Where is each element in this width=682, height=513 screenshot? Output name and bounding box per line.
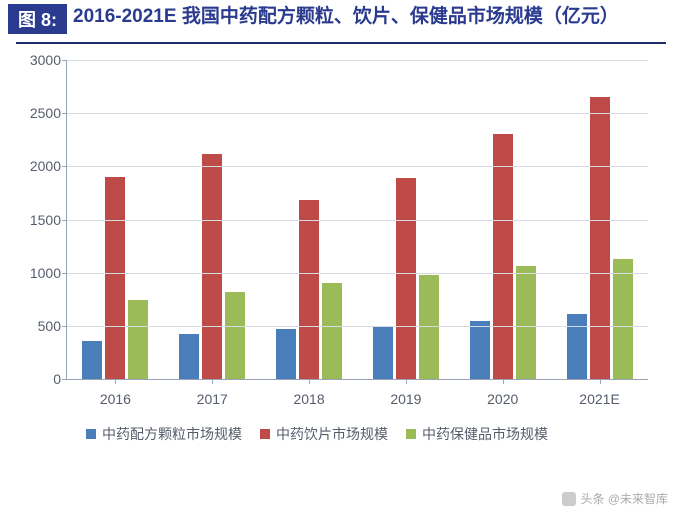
- gridline: [67, 220, 648, 221]
- chart-container: 2016 2017 2018 2019 2020 2021E 0 500 1000 1500 20…: [16, 42, 666, 444]
- legend-label: 中药保健品市场规模: [422, 424, 548, 444]
- legend-label: 中药饮片市场规模: [276, 424, 388, 444]
- bar: [202, 154, 222, 379]
- watermark-icon: [562, 492, 576, 506]
- legend-label: 中药配方颗粒市场规模: [102, 424, 242, 444]
- legend-swatch: [86, 429, 96, 439]
- y-tickmark: [62, 220, 67, 221]
- y-tickmark: [62, 379, 67, 380]
- bar: [419, 275, 439, 379]
- figure-title: 2016-2021E 我国中药配方颗粒、饮片、保健品市场规模（亿元）: [67, 4, 619, 31]
- y-tick-label: 2000: [17, 158, 61, 174]
- x-tickmark: [115, 379, 116, 384]
- x-tick-label: 2018: [293, 391, 324, 407]
- bar: [276, 329, 296, 379]
- x-tickmark: [212, 379, 213, 384]
- legend-swatch: [406, 429, 416, 439]
- y-tick-label: 0: [17, 371, 61, 387]
- chart-plot-area: 201620172018201920202021E 05001000150020…: [66, 60, 648, 380]
- bar: [567, 314, 587, 379]
- y-tickmark: [62, 166, 67, 167]
- bar: [225, 292, 245, 379]
- x-tick-label: 2016: [100, 391, 131, 407]
- y-tickmark: [62, 273, 67, 274]
- x-tick-label: 2017: [197, 391, 228, 407]
- bar: [590, 97, 610, 379]
- y-tickmark: [62, 113, 67, 114]
- gridline: [67, 166, 648, 167]
- figure-header: 图 8: 2016-2021E 我国中药配方颗粒、饮片、保健品市场规模（亿元）: [0, 0, 682, 36]
- legend-item: 中药保健品市场规模: [406, 424, 548, 444]
- y-tick-label: 1500: [17, 212, 61, 228]
- watermark: 头条 @未来智库: [562, 490, 668, 507]
- bar: [613, 259, 633, 379]
- gridline: [67, 326, 648, 327]
- x-tick-label: 2019: [390, 391, 421, 407]
- x-tickmark: [406, 379, 407, 384]
- bar: [396, 178, 416, 379]
- bar: [179, 334, 199, 379]
- x-tickmark: [503, 379, 504, 384]
- bar: [516, 266, 536, 379]
- y-tick-label: 500: [17, 318, 61, 334]
- x-tickmark: [600, 379, 601, 384]
- y-tick-label: 1000: [17, 265, 61, 281]
- bar: [128, 300, 148, 379]
- gridline: [67, 113, 648, 114]
- bar: [493, 134, 513, 379]
- legend-item: 中药配方颗粒市场规模: [86, 424, 242, 444]
- x-tickmark: [309, 379, 310, 384]
- gridline: [67, 60, 648, 61]
- bar: [470, 321, 490, 379]
- gridline: [67, 273, 648, 274]
- y-tick-label: 2500: [17, 105, 61, 121]
- figure-number-badge: 图 8:: [8, 4, 67, 34]
- legend-item: 中药饮片市场规模: [260, 424, 388, 444]
- bar: [82, 341, 102, 379]
- y-tick-label: 3000: [17, 52, 61, 68]
- legend-swatch: [260, 429, 270, 439]
- x-tick-label: 2021E: [579, 391, 619, 407]
- y-tickmark: [62, 60, 67, 61]
- y-tickmark: [62, 326, 67, 327]
- bar: [105, 177, 125, 379]
- x-tick-label: 2020: [487, 391, 518, 407]
- bar: [373, 326, 393, 379]
- watermark-text: 头条 @未来智库: [580, 490, 668, 507]
- chart-legend: 中药配方颗粒市场规模 中药饮片市场规模 中药保健品市场规模: [86, 424, 666, 444]
- bar: [299, 200, 319, 379]
- bar: [322, 283, 342, 379]
